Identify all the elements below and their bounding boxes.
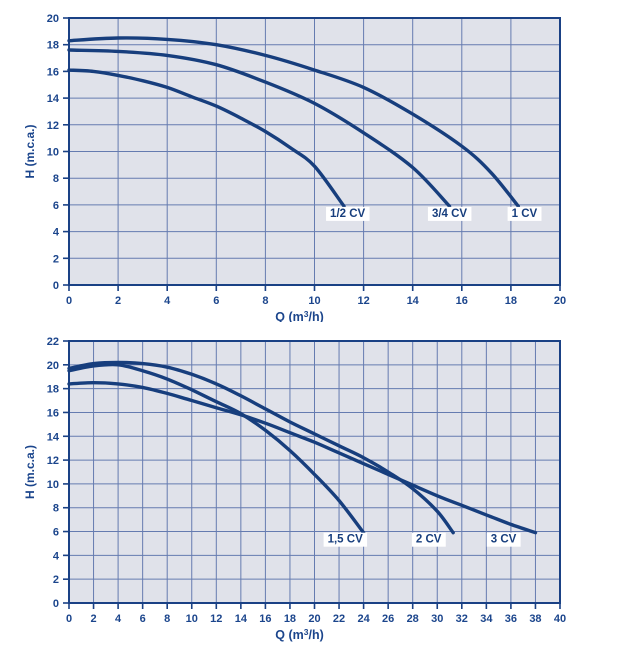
x-tick-label: 34	[480, 613, 493, 625]
plot-frame	[68, 340, 561, 604]
y-tick-label: 22	[47, 336, 59, 348]
y-tick-label: 2	[53, 574, 59, 586]
x-tick-label: 18	[505, 295, 517, 307]
x-tick-label: 12	[357, 295, 369, 307]
x-tick-label: 6	[213, 295, 219, 307]
curve-1-cv	[67, 36, 520, 208]
x-tick-label: 10	[186, 613, 198, 625]
x-tick-label: 14	[407, 295, 420, 307]
y-tick-label: 20	[47, 360, 59, 372]
y-tick-label: 20	[47, 13, 59, 25]
x-tick-label: 0	[66, 295, 72, 307]
pump-curve-chart-top: 0 2 4 6 8 10 12 14 16 18 20 0 2 4 6 8 10 12 14 16 18 20 Q (m3/…	[0, 0, 620, 322]
x-axis-title: Q (m3/h)	[275, 627, 324, 642]
curve-3-cv	[67, 381, 538, 535]
curve-1-5-cv	[67, 362, 366, 535]
x-tick-label: 14	[235, 613, 248, 625]
series-label-text: 2 CV	[416, 534, 442, 546]
x-tick-labels: 0 2 4 6 8 10 12 14 16 18 20	[66, 295, 566, 307]
series-label-text: 3 CV	[491, 534, 517, 546]
x-tick-label: 4	[164, 295, 171, 307]
y-tick-label: 16	[47, 407, 59, 419]
series-label-bg	[323, 532, 368, 547]
x-axis-title: Q (m3/h)	[275, 309, 324, 322]
x-tick-label: 0	[66, 613, 72, 625]
x-tick-label: 22	[333, 613, 345, 625]
series-label: 1 CV	[507, 206, 542, 221]
y-tick-label: 6	[53, 527, 59, 539]
x-tick-labels: 0 2 4 6 8 10 12 14 16 18 20 22 24 26 28 30 32 34 36 38 40	[66, 613, 566, 625]
x-tick-label: 38	[529, 613, 541, 625]
y-tick-labels: 0 2 4 6 8 10 12 14 16 18 20 22	[47, 336, 60, 610]
y-tick-label: 10	[47, 147, 59, 159]
y-tick-label: 14	[47, 431, 60, 443]
x-tick-label: 28	[407, 613, 419, 625]
series-label: 3 CV	[486, 532, 521, 547]
grid-lines	[69, 18, 560, 285]
y-tick-label: 4	[53, 550, 60, 562]
x-tick-label: 20	[308, 613, 320, 625]
pump-curve-chart-bottom: 0 2 4 6 8 10 12 14 16 18 20 22 24 26 28 30 32 34 36 38 40 0 2 4…	[0, 322, 620, 654]
pump-curve-chart-top-canvas: 0 2 4 6 8 10 12 14 16 18 20 0 2 4 6 8 10 12 14 16 18 20 Q (m3/…	[23, 13, 566, 322]
y-axis-title: H (m.c.a.)	[23, 445, 37, 499]
x-tick-label: 24	[357, 613, 370, 625]
series-label-bg	[326, 206, 370, 221]
tick-marks	[63, 340, 561, 609]
x-tick-label: 16	[456, 295, 468, 307]
x-tick-label: 6	[140, 613, 146, 625]
x-tick-label: 8	[164, 613, 170, 625]
series-label-bg	[486, 532, 521, 547]
y-tick-label: 18	[47, 40, 59, 52]
series-label: 1,5 CV	[323, 532, 368, 547]
x-tick-label: 10	[308, 295, 320, 307]
series-label: 1/2 CV	[326, 206, 370, 221]
series-label: 3/4 CV	[427, 206, 472, 221]
y-tick-label: 12	[47, 455, 59, 467]
y-tick-label: 6	[53, 200, 59, 212]
series-label-text: 1 CV	[512, 208, 538, 220]
y-tick-label: 16	[47, 66, 59, 78]
series-label-bg	[507, 206, 542, 221]
tick-marks	[63, 17, 561, 291]
y-tick-label: 0	[53, 280, 59, 292]
curve-1-2-cv	[67, 68, 346, 208]
y-tick-labels: 0 2 4 6 8 10 12 14 16 18 20	[47, 13, 60, 292]
x-tick-label: 4	[115, 613, 122, 625]
x-tick-label: 26	[382, 613, 394, 625]
x-tick-label: 12	[210, 613, 222, 625]
x-tick-label: 30	[431, 613, 443, 625]
x-tick-label: 2	[115, 295, 121, 307]
x-tick-label: 32	[456, 613, 468, 625]
y-tick-label: 2	[53, 253, 59, 265]
series-label-text: 3/4 CV	[432, 208, 467, 220]
x-tick-label: 36	[505, 613, 517, 625]
x-tick-label: 40	[554, 613, 566, 625]
curve-3-4-cv	[67, 48, 452, 208]
x-tick-label: 20	[554, 295, 566, 307]
series-label-text: 1,5 CV	[328, 534, 363, 546]
plot-frame	[68, 17, 561, 286]
x-tick-label: 8	[262, 295, 268, 307]
y-tick-label: 12	[47, 120, 59, 132]
series-label: 2 CV	[411, 532, 446, 547]
x-tick-label: 2	[90, 613, 96, 625]
y-tick-label: 10	[47, 479, 59, 491]
x-tick-label: 18	[284, 613, 296, 625]
y-tick-label: 0	[53, 598, 59, 610]
y-tick-label: 8	[53, 173, 59, 185]
series-label-bg	[427, 206, 472, 221]
y-axis-title: H (m.c.a.)	[23, 124, 37, 178]
pump-curve-chart-bottom-canvas: 0 2 4 6 8 10 12 14 16 18 20 22 24 26 28 30 32 34 36 38 40024…	[23, 336, 566, 642]
y-tick-label: 4	[53, 227, 60, 239]
y-tick-label: 18	[47, 384, 59, 396]
series-label-bg	[411, 532, 446, 547]
x-tick-label: 16	[259, 613, 271, 625]
y-tick-label: 14	[47, 93, 60, 105]
series-label-text: 1/2 CV	[330, 208, 365, 220]
y-tick-label: 8	[53, 503, 59, 515]
